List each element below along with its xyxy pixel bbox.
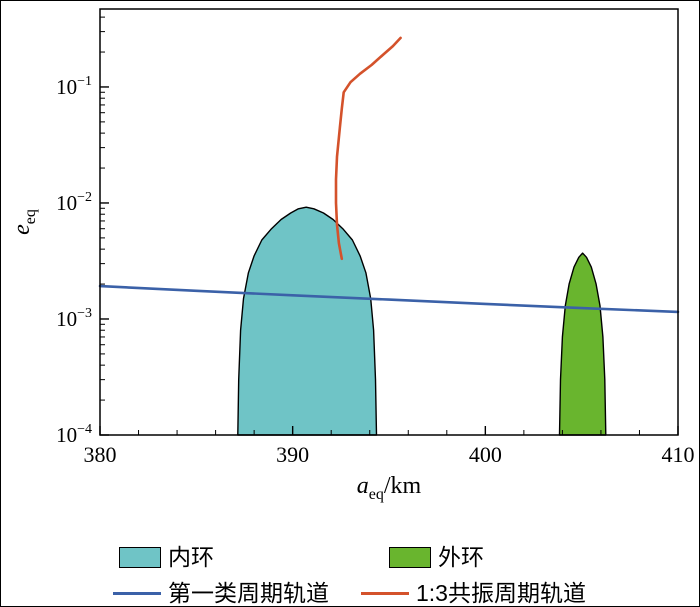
x-tick-label: 380: [84, 442, 117, 467]
x-tick-label: 390: [276, 442, 309, 467]
plot-frame: [99, 8, 679, 436]
region-inner-ring: [237, 206, 378, 436]
y-tick-label: 10−2: [56, 190, 92, 215]
y-tick-label: 10−4: [56, 422, 92, 447]
x-tick-label: 410: [662, 442, 695, 467]
region-outer-ring: [558, 252, 607, 436]
x-tick-label: 400: [469, 442, 502, 467]
y-axis-title: eeq: [9, 209, 39, 235]
line-first-class-periodic-orbit: [98, 284, 680, 314]
x-axis-title: aeq/km: [357, 473, 422, 503]
y-tick-label: 10−1: [56, 74, 92, 99]
y-tick-label: 10−3: [56, 306, 92, 331]
line-resonance-1-3-periodic-orbit: [334, 36, 402, 261]
